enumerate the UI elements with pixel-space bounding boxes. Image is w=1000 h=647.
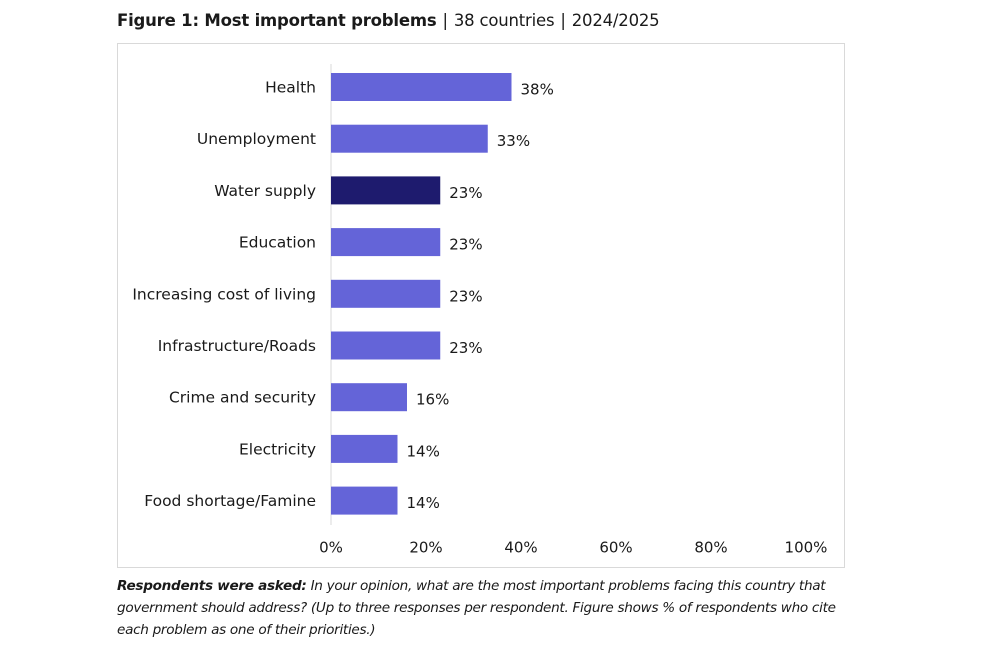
- x-tick-label: 80%: [694, 539, 727, 557]
- x-tick-label: 0%: [319, 539, 343, 557]
- category-label: Education: [239, 234, 316, 252]
- footnote-lead: Respondents were asked:: [117, 578, 307, 594]
- data-label: 38%: [521, 81, 554, 99]
- x-tick-label: 100%: [785, 539, 828, 557]
- data-label: 23%: [449, 184, 482, 202]
- title-separator: |: [442, 11, 448, 30]
- bar-infrastructure-roads: [331, 331, 441, 360]
- data-label: 14%: [407, 442, 440, 460]
- title-scope: 38 countries: [453, 11, 555, 30]
- data-label: 14%: [407, 494, 440, 512]
- figure-label: Figure 1: Most important problems: [117, 11, 437, 30]
- chart-title: Figure 1: Most important problems | 38 cou…: [117, 11, 660, 30]
- x-tick-label: 60%: [599, 539, 632, 557]
- chart-frame: [117, 43, 845, 568]
- category-label: Water supply: [214, 182, 316, 200]
- bar-food-shortage-famine: [331, 486, 398, 515]
- category-label: Increasing cost of living: [132, 285, 316, 303]
- category-label: Electricity: [239, 440, 316, 458]
- data-label: 23%: [449, 287, 482, 305]
- footnote: Respondents were asked: In your opinion,…: [117, 575, 857, 641]
- bar-crime-and-security: [331, 383, 407, 412]
- x-tick-label: 40%: [504, 539, 537, 557]
- title-separator-2: |: [560, 11, 566, 30]
- category-label: Infrastructure/Roads: [158, 337, 316, 355]
- category-label: Unemployment: [197, 130, 316, 148]
- data-label: 33%: [497, 132, 530, 150]
- title-period: 2024/2025: [571, 11, 660, 30]
- data-label: 16%: [416, 391, 449, 409]
- footnote-text: In your opinion, what are the most impor…: [117, 578, 836, 638]
- bar-electricity: [331, 434, 398, 463]
- bar-health: [331, 73, 512, 101]
- data-label: 23%: [449, 236, 482, 254]
- category-label: Food shortage/Famine: [144, 492, 316, 510]
- bar-education: [331, 228, 441, 257]
- category-label: Health: [265, 79, 316, 97]
- bar-unemployment: [331, 124, 488, 153]
- bar-increasing-cost-of-living: [331, 279, 441, 308]
- category-label: Crime and security: [169, 389, 316, 407]
- x-tick-label: 20%: [409, 539, 442, 557]
- data-label: 23%: [449, 339, 482, 357]
- bar-water-supply: [331, 176, 441, 205]
